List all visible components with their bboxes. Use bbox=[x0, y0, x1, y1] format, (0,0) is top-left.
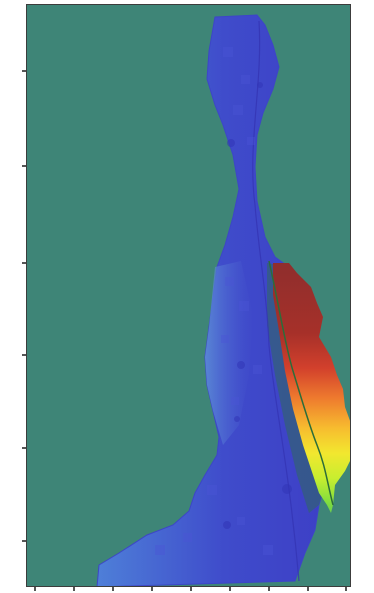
bottom-tick bbox=[345, 587, 347, 591]
left-tick bbox=[22, 354, 26, 356]
bottom-tick bbox=[151, 587, 153, 591]
pollutant-plume bbox=[273, 263, 350, 513]
contour-line bbox=[268, 260, 334, 506]
west-shallow-band bbox=[205, 261, 253, 445]
grid-cells bbox=[155, 47, 273, 555]
channel-shadows bbox=[223, 82, 292, 529]
water-channel bbox=[96, 14, 328, 586]
bottom-tick bbox=[307, 587, 309, 591]
left-tick bbox=[22, 262, 26, 264]
bottom-tick bbox=[112, 587, 114, 591]
bottom-tick bbox=[190, 587, 192, 591]
bottom-tick bbox=[229, 587, 231, 591]
left-tick bbox=[22, 447, 26, 449]
bottom-tick bbox=[73, 587, 75, 591]
map-svg bbox=[27, 5, 350, 586]
bottom-tick bbox=[34, 587, 36, 591]
left-tick bbox=[22, 165, 26, 167]
left-tick bbox=[22, 540, 26, 542]
bottom-tick bbox=[268, 587, 270, 591]
left-tick bbox=[22, 70, 26, 72]
channel-centerline bbox=[252, 20, 300, 582]
map-canvas[interactable] bbox=[26, 4, 351, 587]
